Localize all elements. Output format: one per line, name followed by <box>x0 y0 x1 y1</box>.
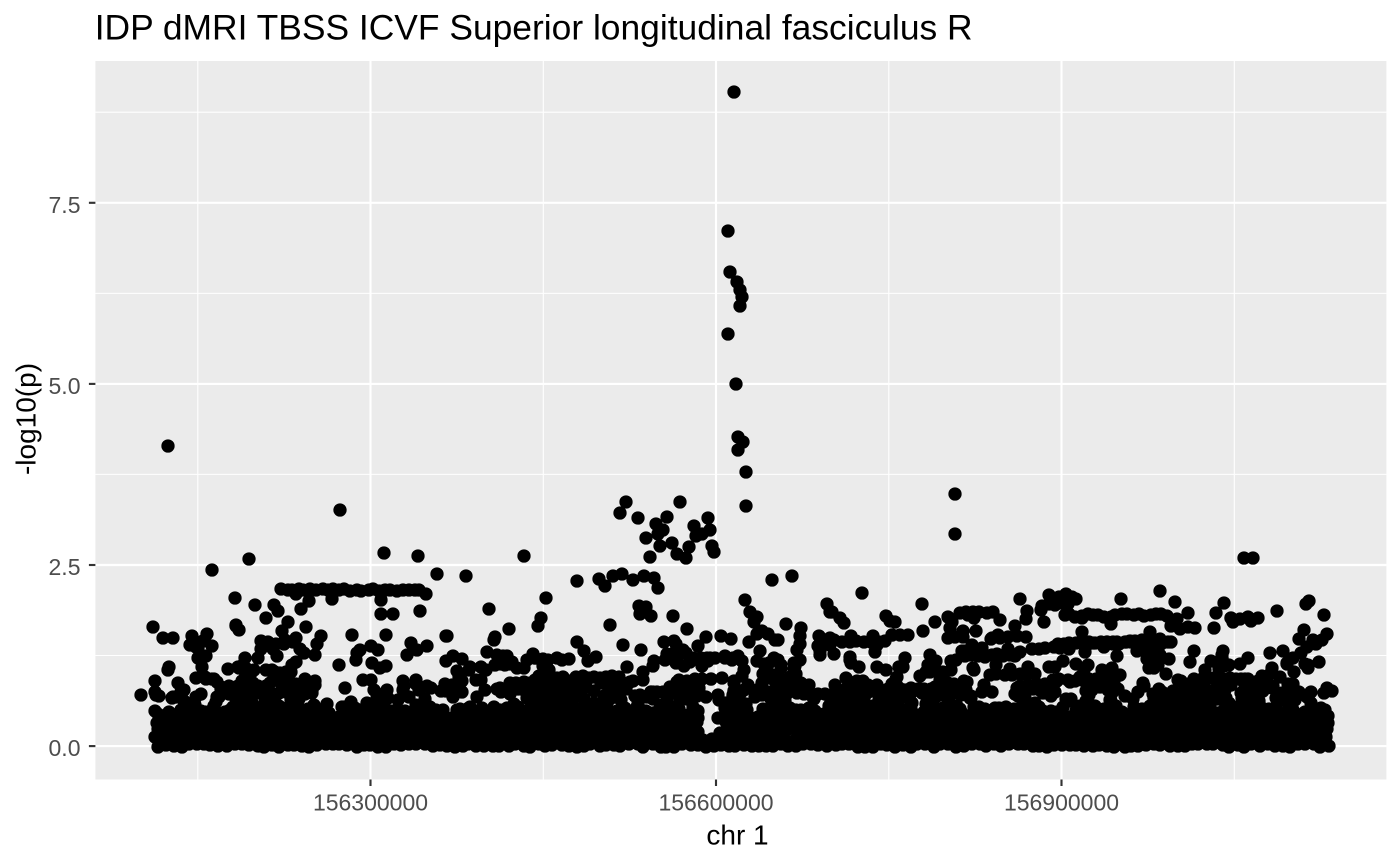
svg-text:156300000: 156300000 <box>313 789 428 815</box>
svg-text:156600000: 156600000 <box>658 789 773 815</box>
svg-text:IDP dMRI TBSS ICVF Superior lo: IDP dMRI TBSS ICVF Superior longitudinal… <box>95 8 973 48</box>
svg-text:7.5: 7.5 <box>49 192 81 218</box>
svg-text:156900000: 156900000 <box>1004 789 1119 815</box>
svg-text:2.5: 2.5 <box>49 554 81 580</box>
svg-text:chr 1: chr 1 <box>706 819 768 850</box>
svg-text:0.0: 0.0 <box>49 735 81 761</box>
svg-text:5.0: 5.0 <box>49 373 81 399</box>
svg-text:-log10(p): -log10(p) <box>11 363 42 475</box>
